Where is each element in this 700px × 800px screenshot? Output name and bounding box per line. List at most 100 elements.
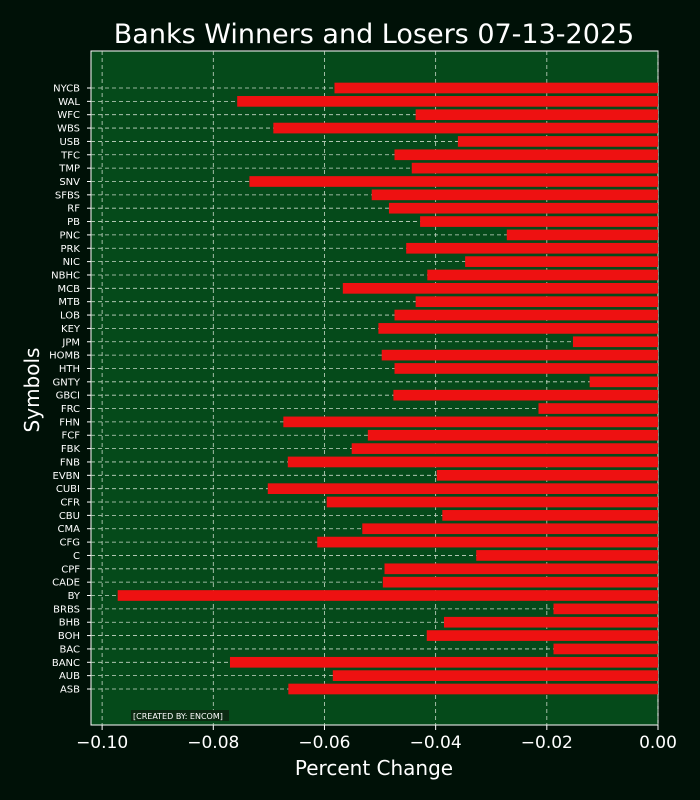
y-tick-label: PNC [60,230,81,241]
bar-c [476,550,658,561]
bar-lob [394,309,658,321]
bar-tfc [394,149,658,161]
bar-frc [538,403,658,414]
y-tick-label: TFC [60,150,80,161]
x-tick-label: −0.02 [521,733,573,753]
bar-bac [553,643,658,655]
y-tick-label: TMP [58,164,80,175]
bar-jpm [572,336,658,348]
y-tick-label: FBK [61,444,81,455]
bar-gnty [589,376,658,388]
bar-by [117,590,658,601]
bar-homb [381,349,658,361]
x-tick-label: 0.00 [639,733,677,753]
y-tick-label: RF [67,204,80,215]
bar-nbhc [427,269,658,281]
bar-mtb [415,296,658,308]
y-tick-label: CPF [61,564,80,575]
bar-sfbs [371,189,658,201]
y-tick-label: JPM [61,337,80,348]
y-tick-label: CUBI [56,484,80,495]
y-tick-label: MCB [58,284,81,295]
bar-cbu [442,510,658,521]
bar-prk [406,242,658,254]
y-tick-label: AUB [59,671,80,682]
x-tick-label: −0.08 [187,733,239,753]
bar-brbs [553,603,658,615]
bar-wbs [273,122,658,134]
y-tick-label: BHB [59,618,80,629]
y-tick-label: CBU [59,511,80,522]
bar-cfr [326,496,658,508]
y-tick-label: ASB [60,685,80,696]
bar-banc [229,656,658,668]
y-tick-label: CADE [52,578,80,589]
bar-key [378,323,658,334]
y-tick-label: FCF [62,431,81,442]
chart-title: Banks Winners and Losers 07-13-2025 [114,19,634,50]
bar-cfg [317,536,658,548]
y-tick-label: BAC [59,644,80,655]
y-axis-ticks: ASB AUB BANC BAC BOH BHB BRBS BY CADE CPF C CFG CMA C… [49,84,91,696]
y-tick-label: BANC [52,658,80,669]
y-tick-label: BOH [58,631,80,642]
y-tick-label: HTH [59,364,80,375]
bars [117,82,659,695]
bar-cubi [267,483,658,495]
bar-fnb [287,456,658,468]
bar-nic [465,256,658,267]
y-axis-label: Symbols [20,348,44,433]
bar-mcb [342,282,658,294]
bar-fcf [367,429,658,441]
bar-cpf [384,563,658,575]
credit-annotation: [CREATED BY: ENCOM] [133,712,223,721]
bar-usb [457,136,658,147]
y-tick-label: CFG [60,538,80,549]
x-tick-label: −0.10 [76,733,128,753]
y-tick-label: NYCB [53,84,80,95]
bar-tmp [411,162,658,174]
y-tick-label: FHN [59,417,80,428]
x-tick-label: −0.06 [298,733,350,753]
y-tick-label: LOB [60,311,80,322]
bar-fbk [351,443,658,454]
bar-fhn [283,416,658,428]
y-tick-label: MTB [58,297,80,308]
bar-pb [420,216,658,227]
bar-cma [362,523,658,535]
bar-gbci [393,389,658,401]
y-tick-label: KEY [61,324,81,335]
y-tick-label: BRBS [53,604,80,615]
y-tick-label: BY [68,591,81,602]
x-axis-label: Percent Change [295,756,453,780]
annotation-box [131,710,229,721]
y-tick-label: CFR [60,498,80,509]
y-tick-label: PB [67,217,80,228]
bar-aub [332,670,658,681]
bar-boh [426,630,658,641]
y-tick-label: CMA [58,524,81,535]
x-tick-label: −0.04 [410,733,462,753]
bar-wal [237,96,658,107]
bar-cade [382,576,658,588]
y-tick-label: HOMB [49,351,80,362]
bar-asb [288,683,658,695]
bar-evbn [436,469,658,481]
x-axis-ticks: −0.10 −0.08 −0.06 −0.04 −0.02 0.00 [76,725,677,753]
y-tick-label: WBS [57,124,80,135]
y-tick-label: FNB [60,457,80,468]
y-tick-label: GBCI [56,391,80,402]
bar-pnc [506,229,658,241]
y-tick-label: SFBS [55,190,80,201]
y-tick-label: EVBN [53,471,81,482]
bar-nycb [334,82,658,94]
y-tick-label: WFC [57,110,80,121]
y-tick-label: GNTY [53,377,81,388]
bar-hth [394,363,658,374]
bar-rf [388,202,658,214]
bar-bhb [443,616,658,628]
bar-snv [249,176,659,187]
y-tick-label: SNV [59,177,80,188]
y-tick-label: PRK [60,244,80,255]
